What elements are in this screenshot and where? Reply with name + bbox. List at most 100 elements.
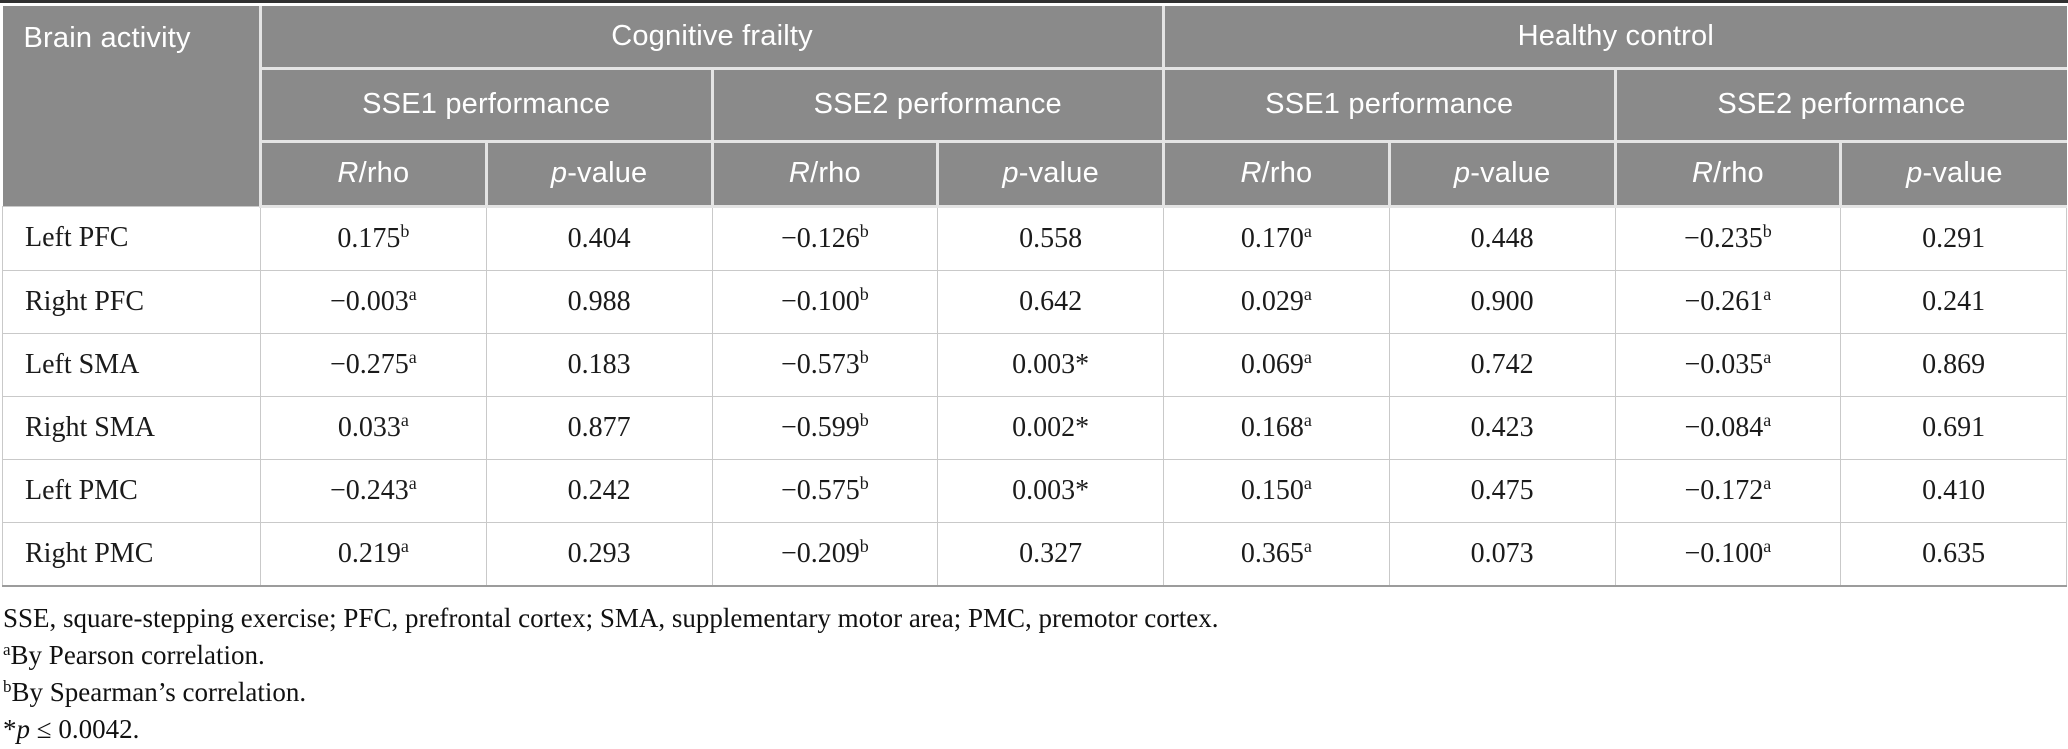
header-r-rho: R/rho [1613, 139, 1843, 208]
correlation-method-superscript: b [859, 535, 869, 556]
table-row: Left PFC 0.175b 0.404 −0.126b 0.558 0.170a 0.4… [2, 205, 2068, 271]
header-r-rho: R/rho [259, 139, 488, 208]
table-body: Left PFC 0.175b 0.404 −0.126b 0.558 0.170a 0.4… [2, 205, 2068, 586]
footnote: SSE, square-stepping exercise; PFC, pref… [3, 600, 2068, 637]
correlation-method-superscript: a [408, 283, 417, 304]
cell-value: 0.219 [337, 537, 401, 569]
cell-value: 0.742 [1470, 348, 1534, 380]
cell-value: 0.003* [1012, 474, 1090, 506]
r-value-cell: −0.243a [260, 458, 487, 523]
cell-value: 0.029 [1240, 285, 1304, 317]
cell-value: 0.073 [1470, 537, 1534, 569]
header-p-value: p-value [1839, 139, 2067, 208]
row-label: Left PMC [2, 458, 261, 523]
cell-value: 0.404 [567, 222, 631, 254]
text-segment: R [788, 157, 811, 189]
text-segment: b [3, 677, 12, 696]
row-label: Right PFC [2, 269, 261, 334]
cell-value: 0.448 [1470, 222, 1534, 254]
correlation-method-superscript: a [1303, 535, 1312, 556]
cell-value: 0.365 [1240, 537, 1304, 569]
text-segment: R [337, 157, 359, 189]
correlation-method-superscript: a [400, 535, 409, 556]
table-row: Left SMA −0.275a 0.183 −0.573b 0.003* 0.069a 0… [2, 332, 2068, 397]
header-hc-sse1-performance: SSE1 performance [1162, 66, 1617, 143]
p-value-cell: 0.003* [937, 332, 1165, 397]
correlation-method-superscript: a [1763, 409, 1772, 430]
cell-value: 0.869 [1922, 348, 1986, 380]
correlation-method-superscript: a [1763, 535, 1772, 556]
correlation-method-superscript: b [400, 220, 410, 241]
cell-value: −0.243 [329, 474, 409, 506]
text-segment: R [1240, 157, 1262, 189]
cell-value: 0.988 [567, 285, 631, 317]
p-value-cell: 0.900 [1388, 269, 1616, 334]
cell-value: 0.241 [1922, 285, 1986, 317]
correlation-method-superscript: a [408, 346, 417, 367]
cell-value: 0.410 [1922, 474, 1986, 506]
r-value-cell: −0.235b [1614, 205, 1842, 271]
text-segment: p [1453, 157, 1471, 189]
cell-value: 0.558 [1019, 222, 1083, 254]
p-value-cell: 0.327 [937, 521, 1165, 586]
r-value-cell: 0.175b [260, 205, 487, 271]
p-value-cell: 0.691 [1840, 395, 2068, 460]
row-label: Right SMA [2, 395, 261, 460]
header-r-rho: R/rho [710, 139, 940, 208]
cell-value: 0.327 [1019, 537, 1083, 569]
header-p-value: p-value [484, 139, 714, 208]
text-segment: By Pearson correlation. [10, 639, 265, 670]
correlation-method-superscript: b [1762, 220, 1772, 241]
header-cf-sse2-performance: SSE2 performance [710, 66, 1166, 143]
p-value-cell: 0.242 [485, 458, 713, 523]
correlation-method-superscript: a [1303, 472, 1312, 493]
p-value-cell: 0.558 [937, 205, 1165, 271]
cell-value: 0.635 [1922, 537, 1986, 569]
text-segment: p [16, 713, 31, 744]
r-value-cell: 0.033a [260, 395, 487, 460]
header-r-rho: R/rho [1162, 139, 1391, 208]
p-value-cell: 0.073 [1388, 521, 1616, 586]
text-segment: p [550, 157, 568, 189]
cell-value: 0.150 [1240, 474, 1304, 506]
r-value-cell: −0.100b [711, 269, 939, 334]
r-value-cell: −0.003a [260, 269, 487, 334]
row-label: Left SMA [2, 332, 261, 397]
r-value-cell: −0.275a [260, 332, 487, 397]
cell-value: −0.235 [1684, 222, 1763, 254]
header-brain-activity: Brain activity [2, 6, 262, 206]
table-row: Left PMC −0.243a 0.242 −0.575b 0.003* 0.150a 0… [2, 458, 2068, 523]
p-value-cell: 0.475 [1388, 458, 1616, 523]
header-p-value: p-value [936, 139, 1166, 208]
p-value-cell: 0.183 [485, 332, 713, 397]
correlation-method-superscript: a [1763, 472, 1772, 493]
text-segment: -value [1018, 157, 1099, 189]
footnote: *p ≤ 0.0042. [3, 711, 2068, 748]
row-label: Left PFC [2, 205, 261, 271]
header-metric-row: R/rho p-value R/rho p-value R/rho p-valu… [3, 139, 2067, 208]
cell-value: 0.691 [1922, 411, 1986, 443]
r-value-cell: −0.573b [711, 332, 939, 397]
text-segment: SSE, square-stepping exercise; PFC, pref… [3, 602, 1219, 633]
correlation-method-superscript: b [859, 283, 869, 304]
r-value-cell: 0.219a [260, 521, 487, 586]
text-segment: /rho [810, 157, 861, 189]
p-value-cell: 0.642 [937, 269, 1165, 334]
cell-value: 0.002* [1012, 411, 1090, 443]
correlation-method-superscript: b [859, 409, 869, 430]
p-value-cell: 0.635 [1840, 521, 2068, 586]
r-value-cell: −0.084a [1614, 395, 1842, 460]
correlation-table: Brain activity Cognitive frailty Healthy… [2, 6, 2068, 587]
p-value-cell: 0.877 [485, 395, 713, 460]
table-row: Right PMC 0.219a 0.293 −0.209b 0.327 0.365a 0.… [2, 521, 2068, 586]
p-value-cell: 0.423 [1388, 395, 1616, 460]
correlation-method-superscript: a [1763, 283, 1772, 304]
correlation-method-superscript: b [859, 346, 869, 367]
cell-value: 0.642 [1019, 285, 1083, 317]
correlation-method-superscript: a [1303, 220, 1312, 241]
cell-value: 0.033 [337, 411, 401, 443]
text-segment: By Spearman’s correlation. [11, 676, 307, 707]
text-segment: /rho [1713, 157, 1764, 189]
header-p-value: p-value [1387, 139, 1617, 208]
